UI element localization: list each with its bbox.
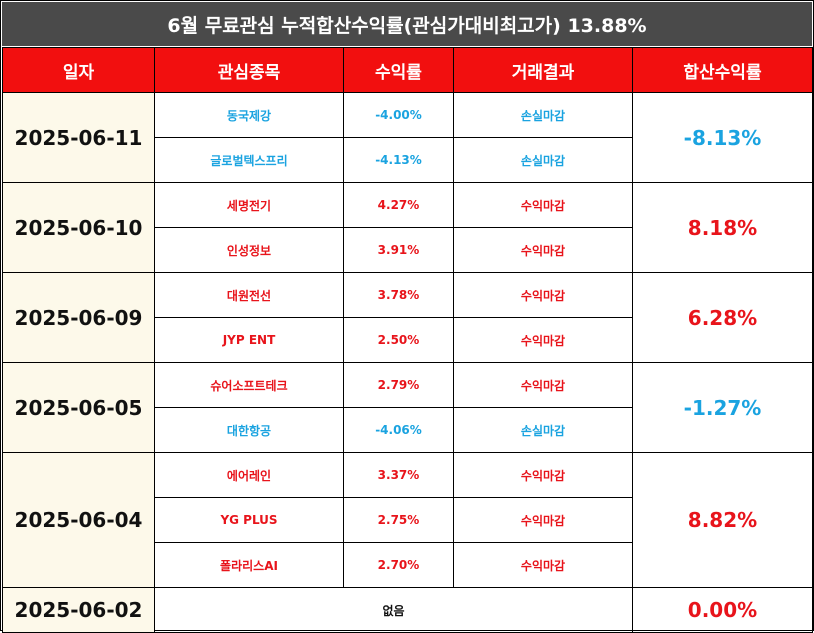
table-row: 대한항공 -4.06% 손실마감: [3, 407, 813, 453]
return-cell: 2.79%: [343, 362, 454, 408]
result-cell: 수익마감: [453, 452, 633, 498]
table-row: 2025-06-04 에어레인 3.37% 수익마감 8.82%: [2, 452, 813, 588]
stock-cell: YG PLUS: [154, 497, 344, 543]
stock-cell: 세명전기: [154, 182, 344, 228]
header-return: 수익률: [343, 47, 454, 93]
return-cell: -4.13%: [343, 137, 454, 183]
table-row: 폴라리스AI 2.70% 수익마감: [3, 542, 813, 588]
date-cell: 2025-06-04: [2, 452, 155, 588]
result-cell: 수익마감: [453, 227, 633, 273]
total-cell: 0.00%: [632, 587, 813, 633]
header-total: 합산수익률: [632, 47, 813, 93]
result-cell: 손실마감: [453, 407, 633, 453]
header-date: 일자: [2, 47, 155, 93]
total-cell: -1.27%: [632, 362, 813, 453]
table-row: 2025-06-11 동국제강 -4.00% 손실마감 -8.13%: [2, 92, 813, 183]
result-cell: 수익마감: [453, 542, 633, 588]
date-cell: 2025-06-10: [2, 182, 155, 273]
stock-cell: 동국제강: [154, 92, 344, 138]
return-cell: 2.50%: [343, 317, 454, 363]
stock-cell: 글로벌텍스프리: [154, 137, 344, 183]
stock-cell: 대원전선: [154, 272, 344, 318]
stock-cell: 슈어소프트테크: [154, 362, 344, 408]
stock-cell: 에어레인: [154, 452, 344, 498]
table-body: 2025-06-11 동국제강 -4.00% 손실마감 -8.13% 글로벌텍스프리 -4.…: [2, 92, 813, 633]
result-cell: 수익마감: [453, 497, 633, 543]
table-row: JYP ENT 2.50% 수익마감: [3, 317, 813, 363]
return-cell: -4.00%: [343, 92, 454, 138]
date-cell: 2025-06-11: [2, 92, 155, 183]
table-row: 2025-06-10 세명전기 4.27% 수익마감 8.18%: [2, 182, 813, 273]
page-title: 6월 무료관심 누적합산수익률(관심가대비최고가) 13.88%: [2, 2, 812, 46]
stock-cell: JYP ENT: [154, 317, 344, 363]
returns-table: 일자 관심종목 수익률 거래결과 합산수익률 2025-06-11 동국제강 -4.…: [2, 47, 813, 633]
table-row: 2025-06-05 슈어소프트테크 2.79% 수익마감 -1.27%: [2, 362, 813, 453]
header-row: 일자 관심종목 수익률 거래결과 합산수익률: [2, 47, 813, 93]
return-cell: 2.70%: [343, 542, 454, 588]
table-row: 2025-06-02 없음 0.00%: [2, 587, 813, 633]
result-cell: 수익마감: [453, 272, 633, 318]
return-cell: 3.37%: [343, 452, 454, 498]
table-row: 2025-06-09 대원전선 3.78% 수익마감 6.28%: [2, 272, 813, 363]
date-cell: 2025-06-02: [2, 587, 155, 633]
stock-cell: 인성정보: [154, 227, 344, 273]
total-cell: 6.28%: [632, 272, 813, 363]
return-cell: 4.27%: [343, 182, 454, 228]
return-cell: 3.78%: [343, 272, 454, 318]
result-cell: 손실마감: [453, 92, 633, 138]
header-result: 거래결과: [453, 47, 633, 93]
date-cell: 2025-06-09: [2, 272, 155, 363]
result-cell: 손실마감: [453, 137, 633, 183]
total-cell: -8.13%: [632, 92, 813, 183]
total-cell: 8.82%: [632, 452, 813, 588]
result-cell: 수익마감: [453, 317, 633, 363]
result-cell: 수익마감: [453, 182, 633, 228]
stock-cell: 폴라리스AI: [154, 542, 344, 588]
total-cell: 8.18%: [632, 182, 813, 273]
header-stock: 관심종목: [154, 47, 344, 93]
no-trade-cell: 없음: [154, 587, 633, 633]
stock-cell: 대한항공: [154, 407, 344, 453]
table-row: 인성정보 3.91% 수익마감: [3, 227, 813, 273]
date-cell: 2025-06-05: [2, 362, 155, 453]
table-row: 글로벌텍스프리 -4.13% 손실마감: [3, 137, 813, 183]
return-cell: -4.06%: [343, 407, 454, 453]
table-row: YG PLUS 2.75% 수익마감: [3, 497, 813, 543]
result-cell: 수익마감: [453, 362, 633, 408]
return-cell: 2.75%: [343, 497, 454, 543]
return-cell: 3.91%: [343, 227, 454, 273]
